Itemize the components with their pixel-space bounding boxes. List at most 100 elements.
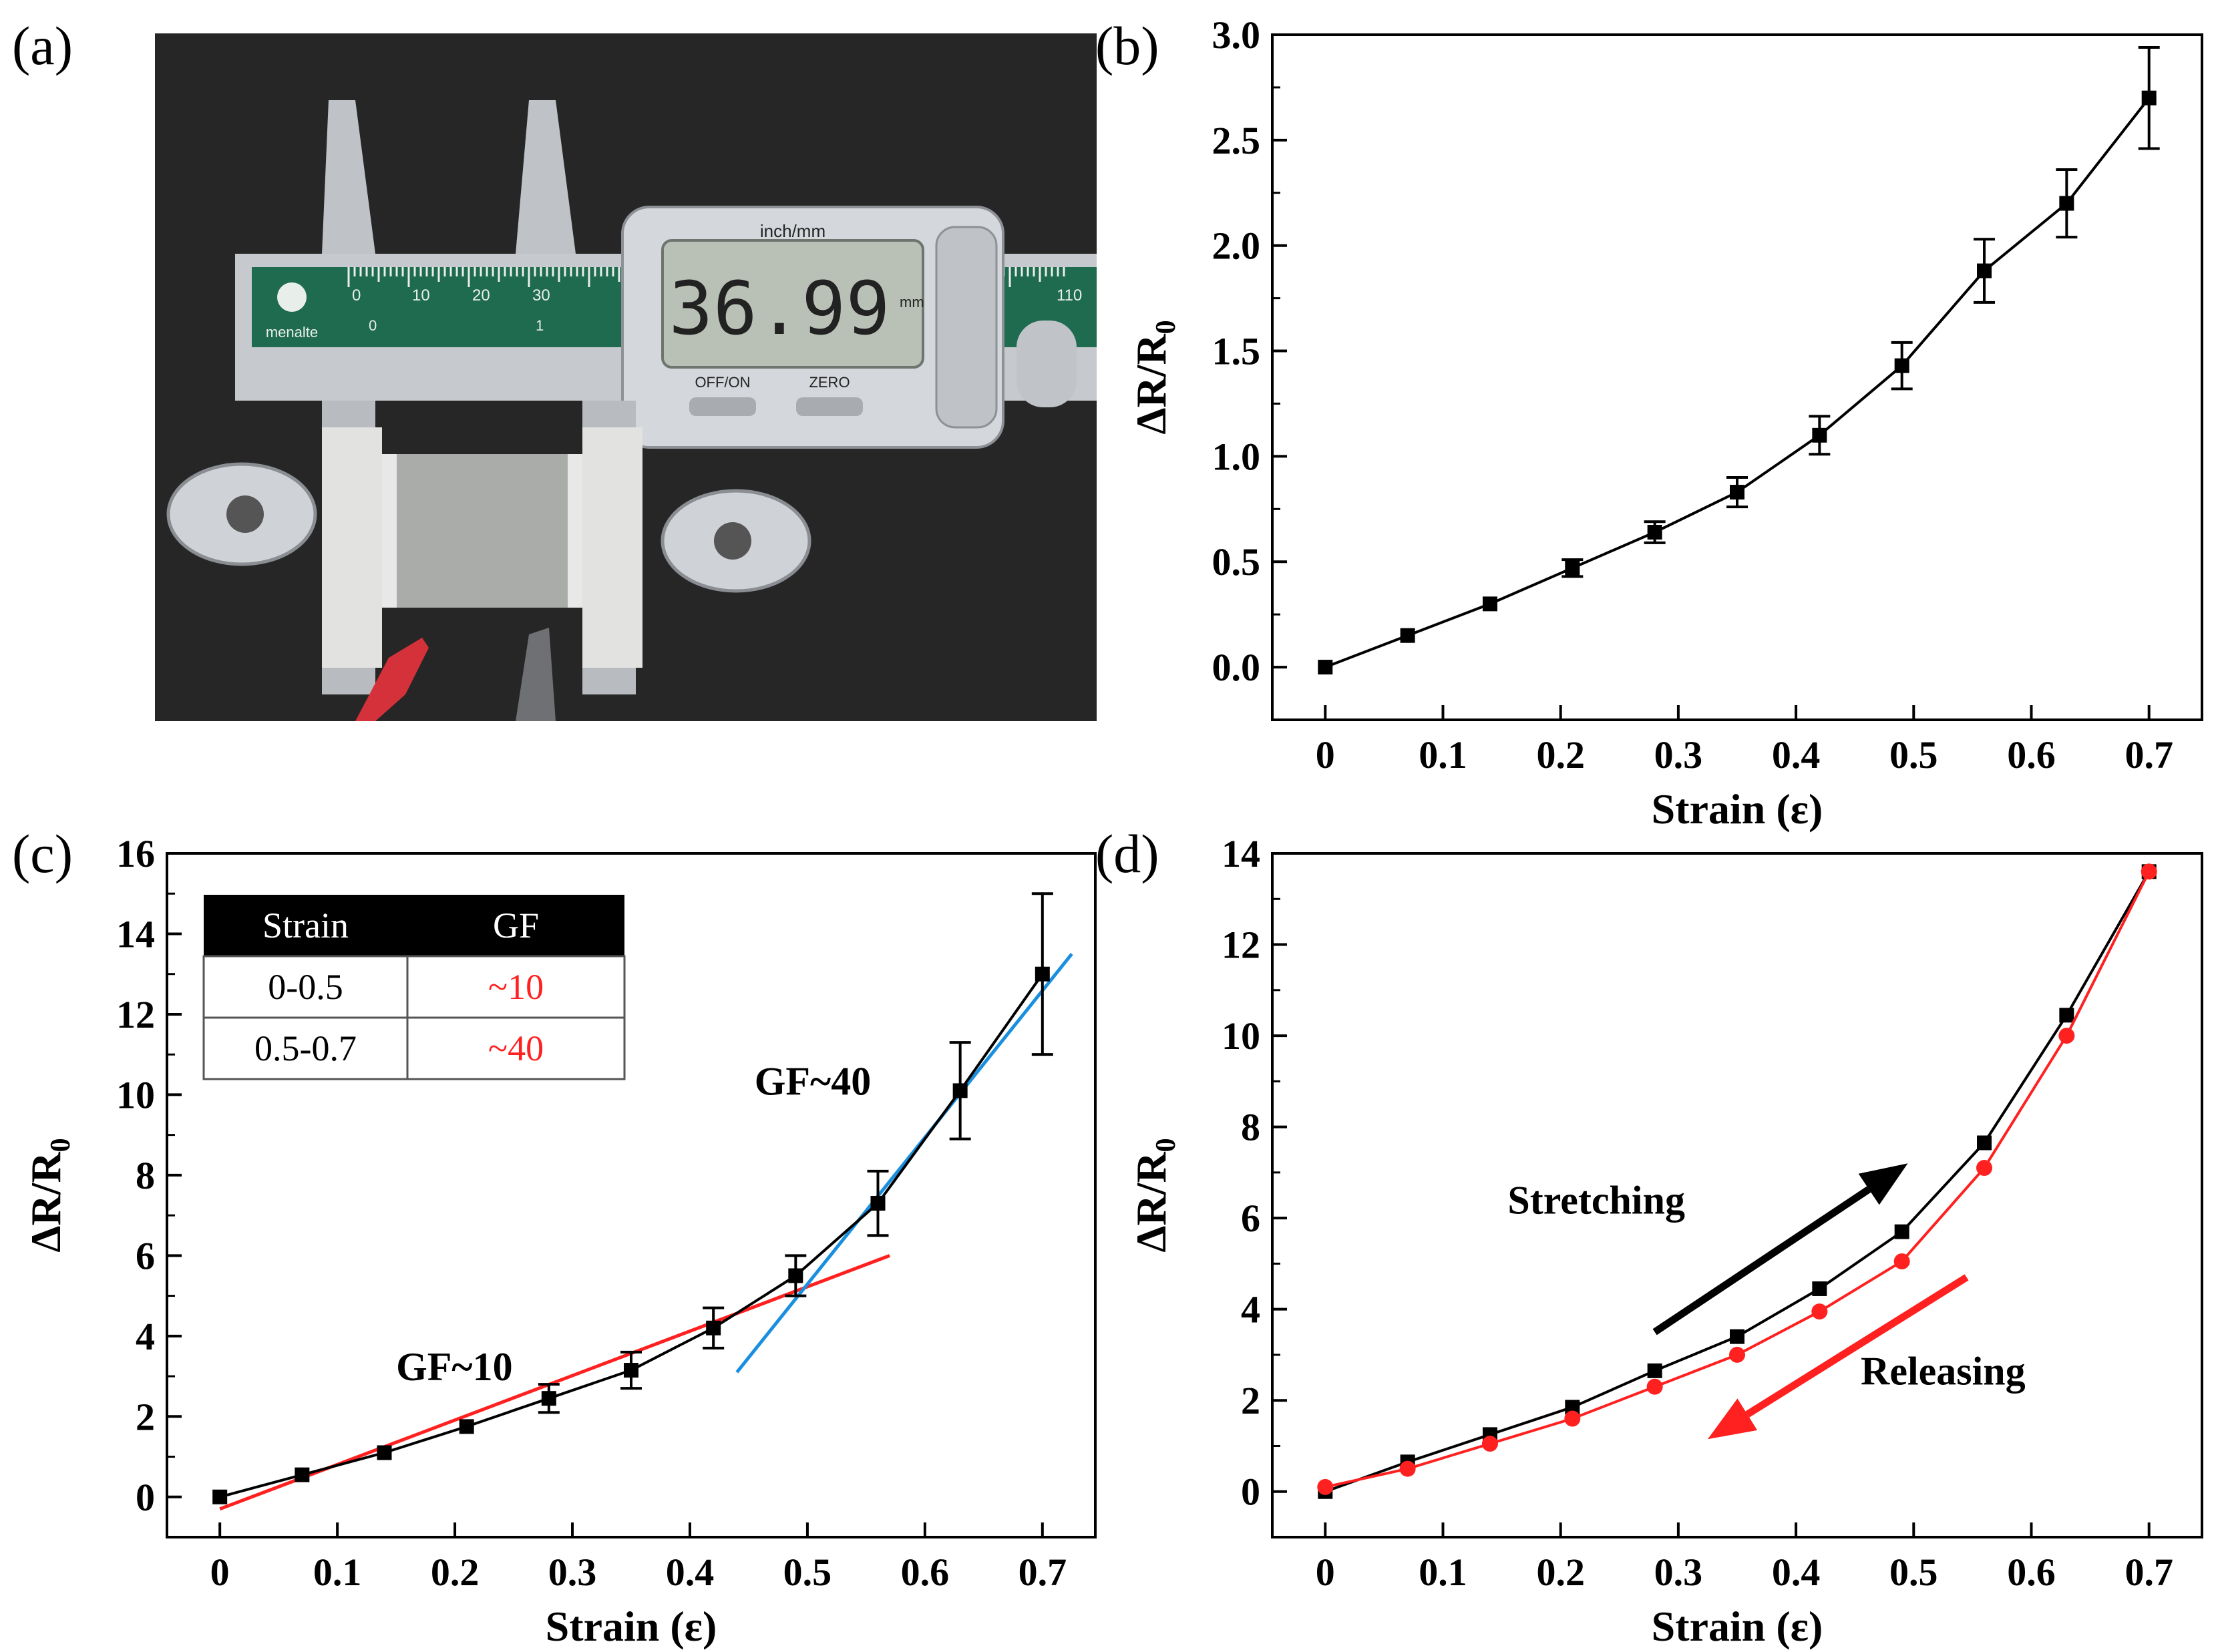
x-tick-label-c: 0.6 <box>901 1551 950 1594</box>
data-point-c-0 <box>212 1489 228 1504</box>
data-point-b-0 <box>2059 196 2074 211</box>
x-tick-label-d: 0.3 <box>1654 1551 1703 1594</box>
inset-table-cell <box>202 955 409 1019</box>
data-point-c-0 <box>541 1391 556 1406</box>
y-tick-label-b: 2.0 <box>1212 224 1261 268</box>
fit-line-c-1 <box>735 953 1073 1374</box>
y-tick-label-d: 10 <box>1222 1014 1260 1058</box>
data-point-b-0 <box>1400 628 1415 643</box>
arrow-head-d-1 <box>1707 1398 1758 1440</box>
button-off-on <box>689 397 756 416</box>
data-point-d-1 <box>1893 1253 1910 1269</box>
lcd-reading-unit: mm <box>900 294 924 311</box>
button-zero <box>796 397 863 416</box>
chart-c: 0 0.1 0.2 0.3 0.4 0.5 0.6 0.7 0 2 4 6 8 10 12 14 16 Strai… <box>22 832 1097 1650</box>
foam-pad-right <box>582 427 642 668</box>
lcd-reading: 36.99 <box>669 266 890 351</box>
inset-table-cell <box>406 1016 626 1080</box>
data-point-d-0 <box>2059 1008 2074 1023</box>
y-axis-title-c: ΔR/R0 <box>22 1138 76 1252</box>
x-tick-label-d: 0.6 <box>2007 1551 2056 1594</box>
x-tick-label-d: 0.7 <box>2125 1551 2173 1594</box>
data-point-d-1 <box>2141 863 2157 880</box>
button-label-off-on: OFF/ON <box>695 374 750 391</box>
panel-label-c: (c) <box>12 823 73 884</box>
electrode-right <box>568 454 582 608</box>
y-axis-title-main-c: ΔR/R <box>22 1152 69 1253</box>
x-tick-label-b: 0.7 <box>2125 733 2173 777</box>
data-point-d-0 <box>1730 1329 1744 1344</box>
scale-inch-1: 1 <box>536 317 544 334</box>
foam-pad-left <box>322 427 382 668</box>
x-axis-title-c: Strain (ε) <box>546 1603 717 1650</box>
y-tick-label-d: 12 <box>1222 923 1260 967</box>
x-tick-label-b: 0 <box>1316 733 1335 777</box>
x-tick-label-b: 0.3 <box>1654 733 1703 777</box>
inset-table-gf-value: ~40 <box>488 1028 544 1068</box>
y-axis-title-sub-d: 0 <box>1151 1138 1181 1152</box>
x-tick-label-c: 0.4 <box>666 1551 715 1594</box>
y-tick-label-c: 6 <box>136 1234 155 1277</box>
y-tick-label-b: 1.5 <box>1212 330 1261 373</box>
chart-d: 0 0.1 0.2 0.3 0.4 0.5 0.6 0.7 0 2 4 6 8 10 12 14 Strain … <box>1127 832 2203 1650</box>
x-tick-label-c: 0 <box>210 1551 230 1594</box>
panel-label-b: (b) <box>1095 15 1159 76</box>
brand-logo-icon <box>277 282 307 312</box>
y-tick-label-d: 0 <box>1241 1470 1260 1514</box>
data-point-b-0 <box>1565 560 1580 576</box>
y-tick-label-d: 14 <box>1222 832 1260 875</box>
photo-caliper-sensor: menalte 0 10 20 30 110 0 1 inch/mm 36.99… <box>155 33 1097 721</box>
data-point-c-0 <box>1035 966 1050 982</box>
y-tick-label-c: 16 <box>116 832 155 875</box>
data-point-b-0 <box>1894 358 1909 373</box>
y-tick-label-b: 2.5 <box>1212 119 1261 162</box>
binder-clip-right-hole <box>714 522 751 560</box>
panel-label-d: (d) <box>1095 823 1159 884</box>
inset-table-strain-value: 0.5-0.7 <box>254 1028 357 1068</box>
inset-table: Strain GF 0-0.5 ~10 0.5-0.7 ~40 <box>202 895 626 1080</box>
inset-table-strain-value: 0-0.5 <box>268 967 343 1007</box>
x-tick-label-b: 0.6 <box>2007 733 2056 777</box>
y-tick-label-c: 4 <box>136 1315 155 1358</box>
annotation-c-0: GF~10 <box>396 1345 513 1389</box>
data-point-d-1 <box>1811 1303 1828 1320</box>
y-axis-title-sub-c: 0 <box>45 1138 76 1152</box>
data-point-c-0 <box>295 1467 310 1482</box>
y-axis-title-d: ΔR/R0 <box>1127 1138 1181 1252</box>
data-point-b-0 <box>1977 263 1992 278</box>
data-point-c-0 <box>788 1268 803 1283</box>
x-tick-label-d: 0.2 <box>1536 1551 1585 1594</box>
y-tick-label-c: 0 <box>136 1476 155 1519</box>
x-tick-label-b: 0.1 <box>1419 733 1467 777</box>
scale-number-0: 0 <box>352 286 361 304</box>
panel-label-a: (a) <box>12 15 73 76</box>
scale-number-20: 20 <box>472 286 490 304</box>
x-tick-label-d: 0.4 <box>1772 1551 1821 1594</box>
grey-alligator-clip <box>516 628 556 721</box>
x-tick-label-d: 0 <box>1316 1551 1335 1594</box>
scale-number-110: 110 <box>1057 286 1082 304</box>
inset-table-gf-value: ~10 <box>488 967 544 1007</box>
y-tick-label-d: 8 <box>1241 1106 1260 1149</box>
inset-table-header: GF <box>493 905 539 946</box>
inset-table-header-bg <box>204 895 624 956</box>
data-point-b-0 <box>1482 596 1497 612</box>
x-tick-label-b: 0.2 <box>1536 733 1585 777</box>
scale-number-10: 10 <box>412 286 430 304</box>
data-point-d-0 <box>1565 1400 1580 1415</box>
y-tick-label-b: 3.0 <box>1212 13 1261 57</box>
arrow-shaft-d-1 <box>1745 1274 1969 1418</box>
data-point-c-0 <box>706 1320 721 1335</box>
data-point-d-1 <box>2058 1028 2075 1044</box>
plot-frame-b <box>1271 33 2203 721</box>
y-tick-label-d: 2 <box>1241 1379 1260 1422</box>
data-point-c-0 <box>624 1363 638 1378</box>
x-tick-label-d: 0.5 <box>1889 1551 1938 1594</box>
data-point-b-0 <box>1647 525 1662 540</box>
data-point-d-0 <box>1647 1363 1662 1378</box>
y-tick-label-b: 0.0 <box>1212 646 1261 689</box>
annotation-c-1: GF~40 <box>755 1059 872 1103</box>
y-axis-title-main-b: ΔR/R <box>1127 334 1175 435</box>
y-tick-label-b: 1.0 <box>1212 435 1261 478</box>
